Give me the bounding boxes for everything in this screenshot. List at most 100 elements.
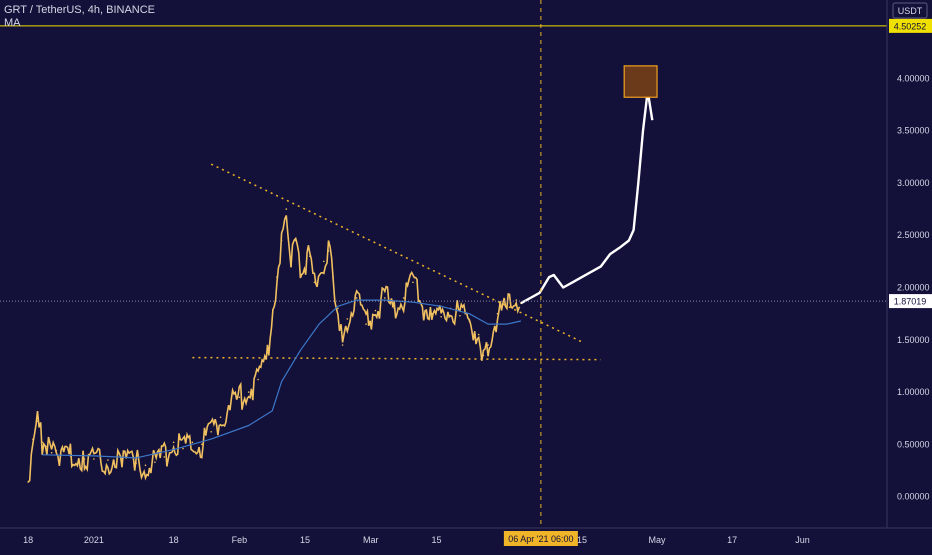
price-point xyxy=(341,344,344,346)
price-point xyxy=(32,438,34,440)
price-point xyxy=(257,378,259,381)
horizontal-line-label: 4.50252 xyxy=(894,21,927,31)
target-box[interactable] xyxy=(623,65,658,98)
price-point xyxy=(355,297,358,299)
price-point xyxy=(430,312,433,315)
price-point xyxy=(280,239,283,242)
price-point xyxy=(247,391,250,393)
moving-average-line[interactable] xyxy=(42,299,522,459)
y-axis-unit: USDT xyxy=(898,6,923,16)
y-tick-label: 4.00000 xyxy=(897,73,930,83)
price-point xyxy=(276,276,278,278)
y-axis[interactable]: USDT 0.00000 0.50000 1.00000 1.50000 2.00000 2… xyxy=(886,0,932,528)
series-layer xyxy=(27,89,654,483)
price-point xyxy=(238,396,241,399)
price-point xyxy=(50,451,53,454)
x-tick-label: 15 xyxy=(300,535,310,545)
price-point xyxy=(299,276,302,278)
x-tick-label: 2021 xyxy=(84,535,104,545)
lower-trendline[interactable] xyxy=(192,356,601,361)
x-tick-label: May xyxy=(649,535,667,545)
horizontal-line-badge xyxy=(889,18,932,33)
x-tick-label: Feb xyxy=(232,535,248,545)
price-point xyxy=(294,239,297,242)
price-point xyxy=(144,464,147,467)
y-tick-label: 0.50000 xyxy=(897,439,930,449)
x-tick-label: 18 xyxy=(169,535,179,545)
crosshair-label: 06 Apr '21 06:00 xyxy=(508,534,573,544)
price-point xyxy=(515,299,518,301)
y-tick-label: 0.00000 xyxy=(897,492,930,502)
price-point xyxy=(506,307,508,310)
price-point xyxy=(496,312,499,315)
x-tick-label: Jun xyxy=(795,535,810,545)
price-point xyxy=(402,297,405,299)
price-point xyxy=(468,320,471,322)
y-tick-label: 1.00000 xyxy=(897,387,930,397)
x-axis[interactable]: 18 2021 18 Feb 15 Mar 15 15 May 17 Jun 06 Apr '21 0… xyxy=(0,527,932,546)
price-point xyxy=(219,416,222,418)
foreground-annotations xyxy=(0,0,887,528)
last-price-label: 1.87019 xyxy=(894,297,927,307)
price-point xyxy=(135,462,137,464)
chart-legend: GRT / TetherUS, 4h, BINANCE MA xyxy=(4,4,155,30)
price-point xyxy=(210,431,212,433)
price-point xyxy=(365,323,367,325)
price-point xyxy=(55,449,58,452)
price-point xyxy=(412,281,414,284)
unit-badge xyxy=(892,2,928,19)
price-point xyxy=(182,447,184,450)
y-tick-label: 2.00000 xyxy=(897,283,930,293)
price-point xyxy=(332,276,335,278)
price-point xyxy=(482,354,485,357)
price-point xyxy=(83,458,86,460)
price-point xyxy=(107,459,109,461)
x-tick-label: 17 xyxy=(727,535,737,545)
price-point xyxy=(41,441,44,444)
price-point xyxy=(393,307,396,310)
projection-line[interactable] xyxy=(520,89,654,305)
price-point xyxy=(290,265,292,268)
background-annotations xyxy=(192,163,601,361)
last-price-badge xyxy=(889,294,932,309)
price-point xyxy=(172,441,175,444)
price-point xyxy=(154,461,156,463)
x-tick-label: 18 xyxy=(23,535,33,545)
price-point xyxy=(487,344,489,346)
price-point xyxy=(36,420,39,423)
y-tick-label: 2.50000 xyxy=(897,230,930,240)
price-point xyxy=(337,307,339,310)
price-point xyxy=(229,405,231,408)
y-tick-label: 3.00000 xyxy=(897,178,930,188)
y-tick-label: 1.50000 xyxy=(897,335,930,345)
price-point xyxy=(163,456,166,458)
indicator-label[interactable]: MA xyxy=(4,17,21,29)
x-tick-label: 15 xyxy=(577,535,587,545)
price-point xyxy=(323,260,325,263)
price-point xyxy=(93,458,95,460)
price-point xyxy=(346,318,349,320)
price-point xyxy=(477,333,480,336)
price-point xyxy=(374,309,377,312)
price-candles[interactable] xyxy=(27,215,521,483)
price-point xyxy=(266,351,269,354)
price-point xyxy=(46,445,48,448)
price-point xyxy=(421,305,424,308)
price-point xyxy=(308,255,311,257)
price-point xyxy=(327,250,330,252)
x-tick-label: Mar xyxy=(363,535,379,545)
price-point xyxy=(285,208,288,210)
crosshair-badge xyxy=(503,531,578,546)
price-point xyxy=(459,314,461,317)
x-tick-label: 15 xyxy=(431,535,441,545)
symbol-title[interactable]: GRT / TetherUS, 4h, BINANCE xyxy=(4,4,156,16)
price-point xyxy=(191,441,194,444)
price-point xyxy=(384,297,386,299)
price-point xyxy=(201,443,203,446)
y-tick-label: 3.50000 xyxy=(897,126,930,136)
price-point xyxy=(27,481,29,483)
upper-trendline[interactable] xyxy=(210,163,583,343)
price-point xyxy=(313,281,316,284)
